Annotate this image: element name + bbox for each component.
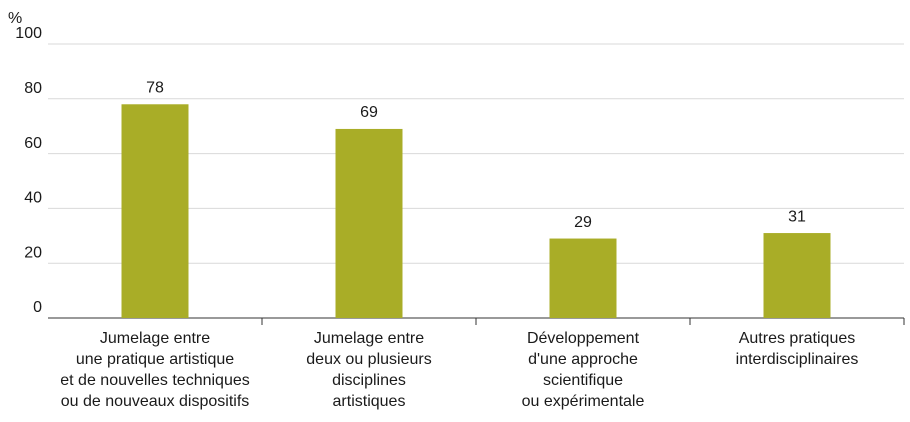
bar <box>335 128 403 318</box>
x-tick-label: disciplines <box>332 372 406 389</box>
value-label: 29 <box>574 214 592 231</box>
x-tick-label: Jumelage entre <box>314 330 424 347</box>
y-tick-label: 40 <box>24 190 42 207</box>
bar <box>763 233 831 318</box>
value-label: 69 <box>360 104 378 121</box>
bar <box>121 104 189 318</box>
x-tick-label: Autres pratiques <box>739 330 856 347</box>
x-tick-label: artistiques <box>333 393 406 410</box>
x-tick-label: ou de nouveaux dispositifs <box>61 393 250 410</box>
y-tick-label: 20 <box>24 244 42 261</box>
x-tick-label: Développement <box>527 330 640 347</box>
x-tick-label: deux ou plusieurs <box>306 351 431 368</box>
y-tick-label: 60 <box>24 135 42 152</box>
x-tick-label: une pratique artistique <box>76 351 234 368</box>
x-tick-label: ou expérimentale <box>522 393 645 410</box>
y-axis-label: % <box>8 10 22 27</box>
value-label: 31 <box>788 208 806 225</box>
y-tick-label: 100 <box>15 25 42 42</box>
x-tick-label: interdisciplinaires <box>736 351 859 368</box>
x-tick-label: scientifique <box>543 372 623 389</box>
bar <box>549 238 617 318</box>
value-label: 78 <box>146 79 164 96</box>
x-tick-label: Jumelage entre <box>100 330 210 347</box>
x-tick-label: d'une approche <box>528 351 638 368</box>
x-tick-label: et de nouvelles techniques <box>60 372 249 389</box>
y-tick-label: 80 <box>24 80 42 97</box>
y-tick-label: 0 <box>33 299 42 316</box>
